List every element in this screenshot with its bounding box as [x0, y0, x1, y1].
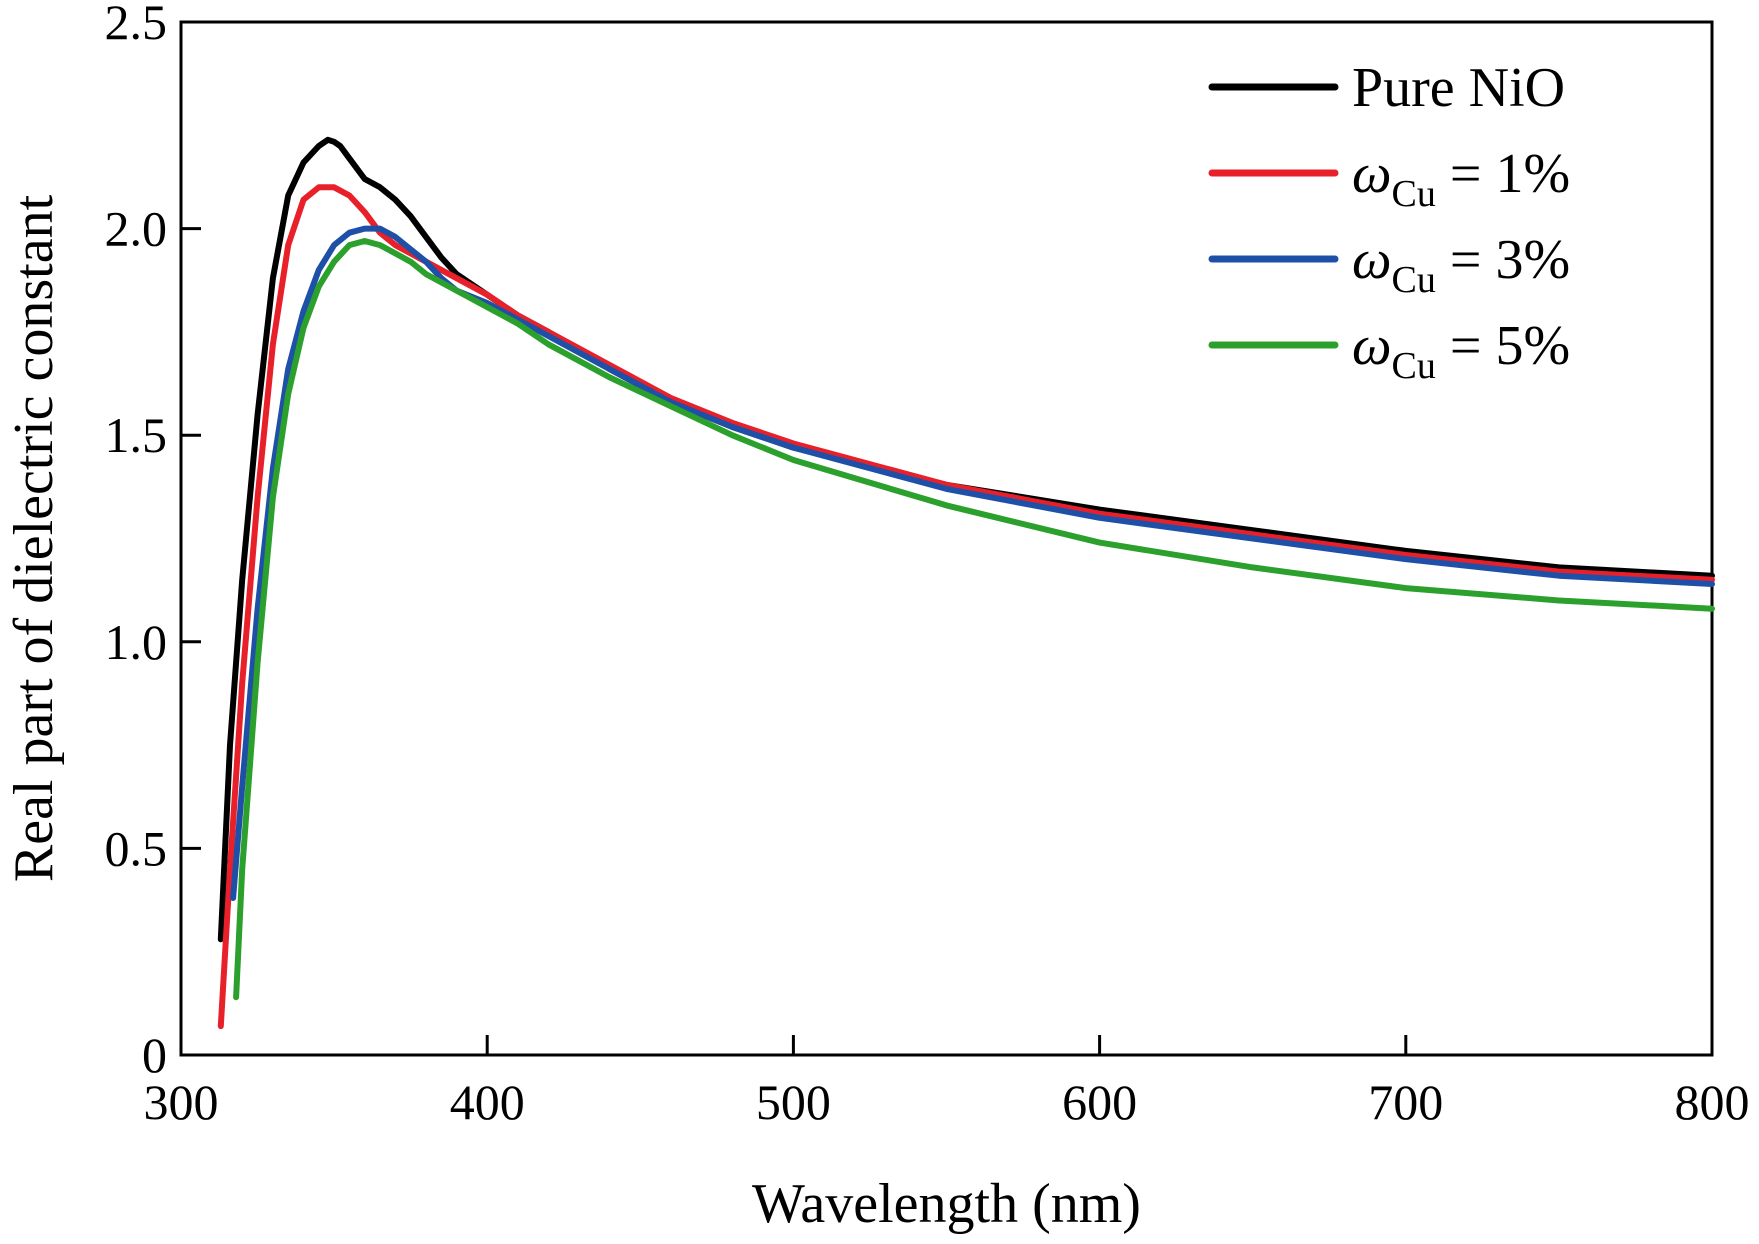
legend-symbol: ω [1352, 315, 1392, 377]
legend-label-1: ωCu = 1% [1352, 143, 1570, 215]
series-line-3 [233, 238, 1715, 1001]
y-tick-label: 0 [142, 1027, 167, 1083]
legend-symbol: ω [1352, 229, 1392, 291]
legend-subscript: Cu [1392, 259, 1436, 301]
x-tick-label: 300 [144, 1074, 219, 1130]
legend-text: = 1% [1436, 143, 1570, 205]
y-tick-label: 0.5 [105, 820, 168, 876]
x-axis-title: Wavelength (nm) [752, 1173, 1141, 1235]
legend-symbol: ω [1352, 143, 1392, 205]
x-tick-label: 700 [1368, 1074, 1443, 1130]
x-tick-label: 600 [1062, 1074, 1137, 1130]
axes: 300 400 500 600 700 800 0 0.5 1.0 1.5 2.0 2.5 [105, 0, 1750, 1130]
legend-label-0: Pure NiO [1352, 57, 1565, 119]
legend-text: = 5% [1436, 315, 1570, 377]
legend-text: = 3% [1436, 229, 1570, 291]
series-lines [217, 136, 1715, 1030]
y-tick-label: 2.0 [105, 201, 168, 257]
plot-frame [179, 20, 1714, 1057]
x-tick-label: 800 [1675, 1074, 1750, 1130]
series-line-1 [217, 184, 1715, 1030]
y-tick-label: 2.5 [105, 0, 168, 50]
x-tick-label: 500 [756, 1074, 831, 1130]
series-line-2 [230, 225, 1715, 901]
legend-subscript: Cu [1392, 345, 1436, 387]
legend-label-3: ωCu = 5% [1352, 315, 1570, 387]
y-tick-label: 1.5 [105, 407, 168, 463]
x-tick-label: 400 [450, 1074, 525, 1130]
y-axis-title: Real part of dielectric constant [3, 194, 65, 882]
y-tick-label: 1.0 [105, 614, 168, 670]
legend-text: Pure NiO [1352, 57, 1565, 119]
legend-subscript: Cu [1392, 173, 1436, 215]
legend-label-2: ωCu = 3% [1352, 229, 1570, 301]
